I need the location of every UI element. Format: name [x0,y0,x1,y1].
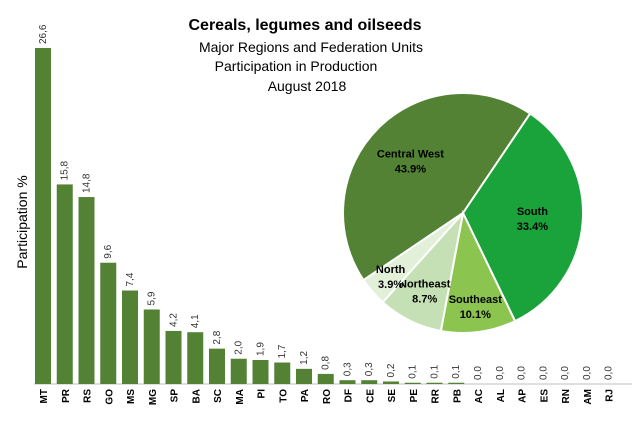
bar [339,380,356,384]
chart-subtitle-3: August 2018 [268,78,347,94]
bar-value-label: 1,7 [277,344,288,358]
bar-value-label: 9,6 [103,244,114,258]
x-tick-label: PR [61,388,72,403]
bar-value-label: 7,4 [125,272,136,286]
pie-slice-name: Southeast [449,294,503,306]
bar [230,358,247,384]
pie-slice [439,209,517,334]
bar-series: 26,6 MT 15,8 PR 14,8 RS 9,6 GO 7,4 MS 5,9 MG 4,2 SP 4,… [34,24,632,405]
pie-slice [362,212,464,304]
pie-slice-value: 8.7% [412,294,437,306]
bar [426,382,443,384]
bar-value-label: 1,2 [299,351,310,365]
x-tick-label: AP [518,389,529,403]
bar [209,348,225,384]
bar-value-label: 0,0 [582,366,593,380]
bar-value-label: 26,6 [38,24,49,44]
x-tick-label: PB [452,389,463,403]
x-tick-label: BA [191,389,202,403]
x-tick-label: MT [39,389,50,403]
x-tick-label: AM [583,389,594,405]
x-tick-label: RR [431,388,442,403]
pie-slice-value: 3.9% [378,279,403,291]
bar [35,48,51,384]
pie-slice-value: 10.1% [460,309,491,321]
bar [143,309,160,384]
bar [274,362,291,384]
bar-value-label: 0,0 [538,366,549,380]
bar [404,382,421,384]
bar-value-label: 1,9 [256,342,267,356]
x-tick-label: SC [213,389,224,403]
x-tick-label: MG [148,389,159,405]
bar-value-label: 4,1 [190,314,201,328]
bar-value-label: 0,0 [517,366,528,380]
bar [361,380,378,384]
bar [252,360,269,384]
bar [56,184,73,384]
bar-value-label: 0,1 [430,364,441,378]
bar-value-label: 15,8 [60,161,71,181]
chart-title: Cereals, legumes and oilseeds [189,17,422,34]
pie-slice-name: North [376,264,406,276]
bar-value-label: 0,1 [408,364,419,378]
x-tick-label: AL [496,389,507,402]
x-tick-label: DF [344,389,355,402]
bar [187,332,204,384]
bar [100,262,117,384]
bar-value-label: 5,9 [147,291,158,305]
bar-value-label: 2,8 [212,330,223,344]
bar [448,382,465,384]
x-tick-label: RN [561,389,572,403]
x-tick-label: SE [387,389,398,403]
x-tick-label: RJ [605,389,616,402]
pie-slice [342,92,532,282]
bar-value-label: 0,3 [343,362,354,376]
bar-value-label: 0,8 [321,356,332,370]
x-tick-label: RO [322,389,333,404]
bar-value-label: 0,0 [560,366,571,380]
x-tick-label: AC [474,389,485,403]
x-tick-label: TO [278,389,289,403]
bar-value-label: 14,8 [82,173,93,193]
chart-subtitle-2: Participation in Production [215,58,378,74]
bar-value-label: 2,0 [234,340,245,354]
x-tick-label: ES [539,389,550,403]
bar [296,368,312,384]
bar-value-label: 0,1 [451,364,462,378]
pie-slice-value: 33.4% [517,221,548,233]
x-tick-label: PA [300,389,311,402]
bar [78,197,95,384]
pie-slice-name: South [517,206,548,218]
x-tick-label: SP [170,389,181,403]
chart-subtitle-1: Major Regions and Federation Units [199,39,423,55]
bar-value-label: 0,2 [386,363,397,377]
bar-value-label: 4,2 [169,313,180,327]
y-axis-title: Participation % [14,175,30,268]
bar [317,373,334,384]
bar-value-label: 0,3 [364,362,375,376]
bar [122,290,138,384]
x-tick-label: PI [257,389,268,399]
x-tick-label: MA [235,389,246,405]
x-tick-label: PE [409,389,420,403]
pie-chart: Central West 43.9% South 33.4% Southeast 10.1… [342,92,584,334]
x-tick-label: CE [365,389,376,403]
pie-slice [461,112,584,323]
x-tick-label: MS [126,389,137,404]
bar [165,330,182,384]
x-tick-label: RS [83,389,94,403]
pie-slice-name: Central West [377,148,444,160]
x-tick-label: GO [104,389,115,405]
bar-value-label: 0,0 [473,366,484,380]
pie-slice-name: Northeast [399,279,451,291]
bar [383,381,399,384]
bar-value-label: 0,0 [495,366,506,380]
bar-value-label: 0,0 [604,366,615,380]
pie-slice-value: 43.9% [395,163,426,175]
